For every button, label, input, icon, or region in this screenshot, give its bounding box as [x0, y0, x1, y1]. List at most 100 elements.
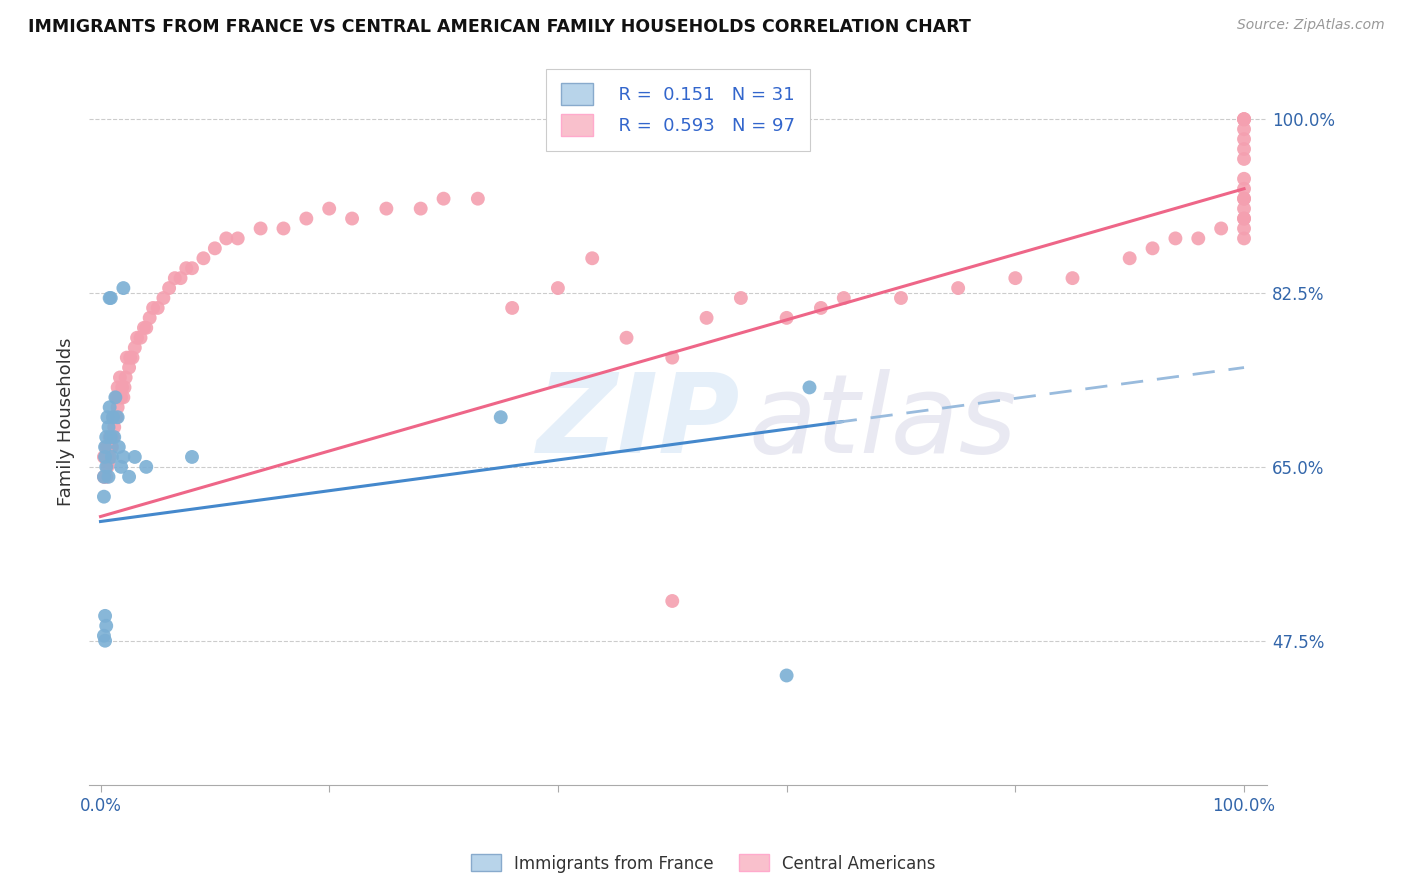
Point — [107, 380, 129, 394]
Point — [96, 430, 118, 444]
Point — [1233, 142, 1256, 156]
Point — [101, 410, 124, 425]
Point — [98, 430, 121, 444]
Point — [100, 430, 122, 444]
Point — [146, 301, 169, 315]
Point — [135, 320, 157, 334]
Point — [107, 440, 129, 454]
Point — [96, 410, 118, 425]
Point — [1233, 112, 1256, 127]
Point — [1233, 192, 1256, 206]
Point — [1187, 231, 1209, 245]
Point — [98, 450, 121, 464]
Point — [249, 221, 271, 235]
Point — [409, 202, 432, 216]
Point — [832, 291, 855, 305]
Point — [103, 420, 125, 434]
Point — [96, 450, 118, 464]
Point — [215, 231, 238, 245]
Point — [97, 470, 120, 484]
Point — [1004, 271, 1026, 285]
Point — [110, 459, 132, 474]
Point — [135, 459, 157, 474]
Point — [375, 202, 398, 216]
Point — [108, 370, 131, 384]
Point — [104, 410, 127, 425]
Point — [101, 410, 124, 425]
Point — [775, 310, 797, 325]
Point — [93, 490, 115, 504]
Point — [118, 470, 141, 484]
Point — [661, 594, 683, 608]
Point — [96, 459, 118, 474]
Point — [97, 440, 120, 454]
Point — [93, 629, 115, 643]
Point — [1233, 152, 1256, 166]
Point — [111, 380, 134, 394]
Point — [273, 221, 295, 235]
Point — [101, 450, 124, 464]
Point — [107, 401, 129, 415]
Point — [98, 401, 121, 415]
Y-axis label: Family Households: Family Households — [58, 338, 75, 507]
Point — [93, 450, 115, 464]
Text: Source: ZipAtlas.com: Source: ZipAtlas.com — [1237, 18, 1385, 32]
Point — [181, 261, 204, 276]
Point — [97, 455, 120, 469]
Point — [157, 281, 180, 295]
Text: atlas: atlas — [748, 368, 1018, 475]
Point — [1233, 211, 1256, 226]
Legend: Immigrants from France, Central Americans: Immigrants from France, Central American… — [464, 847, 942, 880]
Point — [142, 301, 165, 315]
Point — [467, 192, 489, 206]
Point — [616, 331, 638, 345]
Point — [730, 291, 752, 305]
Point — [94, 608, 117, 623]
Point — [94, 450, 117, 464]
Point — [97, 420, 120, 434]
Text: IMMIGRANTS FROM FRANCE VS CENTRAL AMERICAN FAMILY HOUSEHOLDS CORRELATION CHART: IMMIGRANTS FROM FRANCE VS CENTRAL AMERIC… — [28, 18, 972, 36]
Point — [101, 440, 124, 454]
Point — [489, 410, 512, 425]
Point — [1233, 231, 1256, 245]
Point — [101, 430, 124, 444]
Point — [96, 440, 118, 454]
Point — [696, 310, 718, 325]
Point — [110, 390, 132, 404]
Point — [1233, 202, 1256, 216]
Point — [114, 370, 136, 384]
Point — [112, 390, 135, 404]
Point — [107, 390, 129, 404]
Point — [120, 351, 142, 365]
Point — [112, 281, 135, 295]
Point — [193, 252, 215, 266]
Point — [226, 231, 249, 245]
Point — [174, 261, 197, 276]
Point — [1233, 171, 1256, 186]
Point — [775, 668, 797, 682]
Point — [890, 291, 912, 305]
Point — [318, 202, 340, 216]
Point — [169, 271, 191, 285]
Point — [118, 360, 141, 375]
Point — [1233, 221, 1256, 235]
Point — [96, 619, 118, 633]
Point — [127, 331, 149, 345]
Point — [152, 291, 174, 305]
Point — [129, 331, 152, 345]
Point — [661, 351, 683, 365]
Point — [581, 252, 603, 266]
Point — [94, 450, 117, 464]
Point — [93, 470, 115, 484]
Point — [100, 291, 122, 305]
Point — [100, 440, 122, 454]
Point — [432, 192, 454, 206]
Point — [105, 390, 128, 404]
Point — [124, 341, 146, 355]
Point — [799, 380, 821, 394]
Point — [1233, 132, 1256, 146]
Point — [1233, 112, 1256, 127]
Point — [1233, 211, 1256, 226]
Point — [107, 410, 129, 425]
Point — [132, 320, 155, 334]
